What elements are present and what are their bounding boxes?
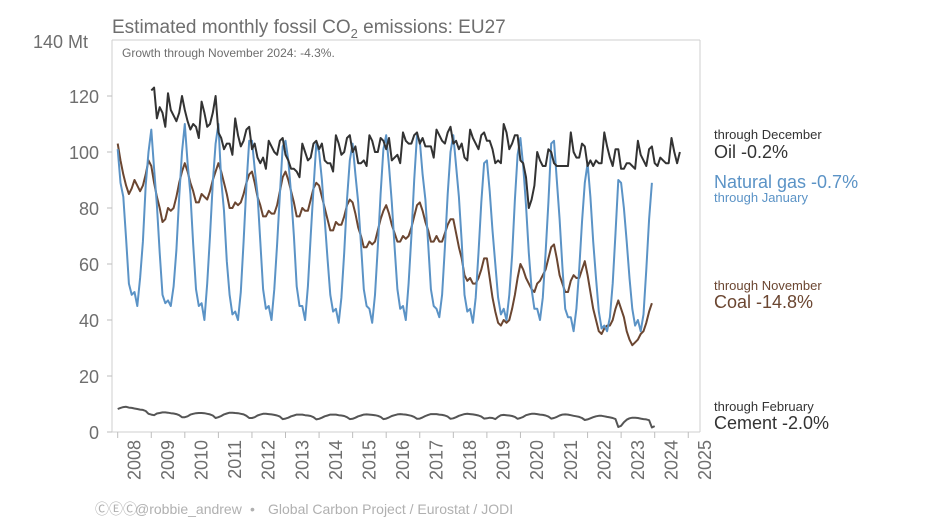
title-part-1: Estimated monthly fossil CO [112,17,351,38]
x-tick-label: 2008 [124,440,144,480]
axes [107,39,701,438]
x-tick-label: 2012 [259,440,279,480]
title-part-2: emissions: EU27 [358,17,506,38]
title-subscript: 2 [351,26,358,41]
x-tick-label: 2022 [594,440,614,480]
y-tick-label: 80 [79,199,99,219]
x-tick-label: 2015 [359,440,379,480]
x-tick-label: 2014 [326,440,346,480]
x-tick-label: 2017 [427,440,447,480]
x-tick-label: 2010 [192,440,212,480]
x-tick-label: 2021 [561,440,581,480]
y-tick-label: 120 [69,87,99,107]
series-note-oil: through December [714,127,822,142]
y-tick-label: 0 [89,423,99,443]
x-tick-labels: 2008 2009 2010 2011 2012 2013 2014 2015 2016 2017… [124,440,715,480]
footer-bullet: • [250,501,255,517]
series-label-coal: Coal -14.8% [714,292,813,312]
series-note-gas: through January [714,190,808,205]
x-tick-label: 2019 [494,440,514,480]
footer-author: @robbie_andrew [135,501,243,517]
series-note-coal: through November [714,278,822,293]
x-tick-label: 2025 [695,440,715,480]
footer: ⒸⒺⒸ @robbie_andrew • Global Carbon Proje… [95,501,513,517]
x-tick-label: 2024 [661,440,681,480]
series-note-cement: through February [714,399,814,414]
chart-title: Estimated monthly fossil CO2 emissions: … [112,17,506,41]
x-tick-label: 2013 [292,440,312,480]
cc-license-icon: ⒸⒺⒸ [95,501,137,517]
x-tick-label: 2009 [158,440,178,480]
y-tick-label: 20 [79,367,99,387]
y-tick-labels: 0 20 40 60 80 100 120 [69,87,99,443]
x-tick-label: 2018 [460,440,480,480]
footer-sources: Global Carbon Project / Eurostat / JODI [268,501,513,517]
series-label-cement: Cement -2.0% [714,413,829,433]
series-line-cement [117,405,656,429]
series-line-coal [116,143,653,347]
chart-subtitle: Growth through November 2024: -4.3%. [122,46,335,60]
series-line-oil [150,86,681,209]
x-tick-label: 2016 [393,440,413,480]
y-tick-label: 100 [69,143,99,163]
series-line-gas [116,123,653,333]
series-label-gas: Natural gas -0.7% [714,172,858,192]
y-tick-label: 40 [79,311,99,331]
x-tick-label: 2020 [527,440,547,480]
series-label-oil: Oil -0.2% [714,142,788,162]
y-unit-label: 140 Mt [33,32,88,52]
x-tick-label: 2011 [225,440,245,479]
y-tick-label: 60 [79,255,99,275]
series-lines [116,86,681,429]
x-tick-label: 2023 [628,440,648,480]
